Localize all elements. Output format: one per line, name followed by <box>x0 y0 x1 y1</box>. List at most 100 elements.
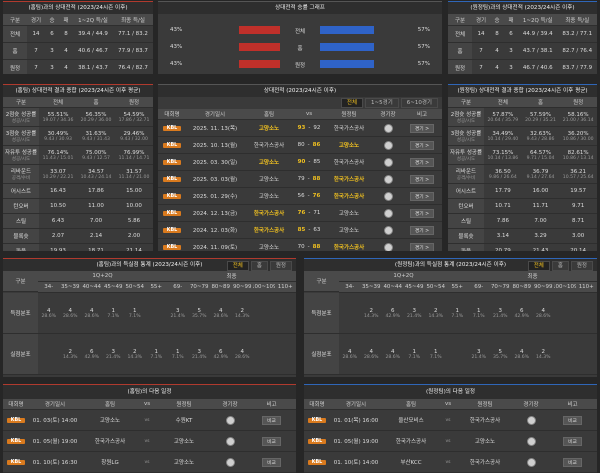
cell-main: 5 <box>498 348 503 355</box>
away-bar <box>320 26 375 34</box>
cell-text: 19.57 <box>570 188 587 194</box>
cell-text: 홈팀 <box>263 112 275 118</box>
detail-button[interactable]: 경기 > <box>409 191 435 201</box>
cell-sub: 14.3% <box>234 313 250 319</box>
table-cell <box>446 334 468 375</box>
note: 경기 > <box>402 154 442 171</box>
tab[interactable]: 전체 <box>226 261 249 271</box>
note: 경기 > <box>402 205 442 222</box>
compare-button[interactable]: 비교 <box>563 436 582 446</box>
table-cell: KBL <box>3 410 29 431</box>
table-cell: 대회명 <box>304 399 330 410</box>
cell-text: 구분 <box>454 17 466 24</box>
table-cell: 구분 <box>3 14 27 26</box>
table-cell: 2.00 <box>115 229 153 244</box>
away-score: 85 <box>313 159 321 165</box>
table-cell: 7.00 <box>521 214 560 229</box>
table-cell: 3 21.4% <box>403 293 425 334</box>
cell-text: 7 <box>479 65 483 71</box>
compare-button[interactable]: 비교 <box>563 415 582 425</box>
tab[interactable]: 6~10경기 <box>400 98 438 108</box>
detail-button[interactable]: 경기 > <box>409 157 435 167</box>
cell-text: 대회명 <box>8 402 24 408</box>
tab[interactable]: 1~5경기 <box>365 98 399 108</box>
table-cell: 턴오버 <box>3 199 39 214</box>
table-cell: 6 42.9% <box>382 293 404 334</box>
table-cell: 32.63% 9.43 / 28.86 <box>521 127 560 146</box>
tab[interactable]: 전체 <box>527 261 550 271</box>
table-cell: 원정팀 <box>456 399 514 410</box>
cell-sub: 7.1% <box>472 313 485 319</box>
cell-text: 최종 득/실 <box>121 17 145 24</box>
table-cell: 1Q+2Q <box>38 271 167 282</box>
away-score: 71 <box>313 210 321 216</box>
cell-sub: 9.43 / 12.57 <box>82 155 110 161</box>
table-cell: 패 <box>59 14 73 26</box>
cell-main: 30.49% <box>47 130 69 137</box>
cell-text: 구분 <box>15 279 26 285</box>
cell-text: 80~89 <box>512 284 532 290</box>
table-cell: 46.7 / 40.6 <box>518 60 558 74</box>
cell-text: 홈 <box>12 49 18 55</box>
compare-button[interactable]: 비교 <box>262 457 281 467</box>
cell-sub: 9.14 / 27.64 <box>526 174 555 180</box>
cell-sub: 성공/시도 <box>11 157 31 162</box>
cell-sub: 14.3% <box>363 313 379 319</box>
cell-main: 34.49% <box>492 130 514 137</box>
venue <box>514 410 548 431</box>
detail-button[interactable]: 경기 > <box>409 140 435 150</box>
compare-button[interactable]: 비교 <box>262 436 281 446</box>
table-cell: 35~39 <box>360 282 382 293</box>
home-score: 80 <box>297 142 305 148</box>
cell-text: 구분 <box>316 279 327 285</box>
detail-button[interactable]: 경기 > <box>409 242 435 251</box>
table-cell: 5 35.7% <box>188 293 210 334</box>
cell-text: 77.9 / 83.7 <box>118 48 148 54</box>
table-cell: 경기일시 <box>330 399 382 410</box>
table-cell: 원정 <box>3 60 27 74</box>
table-cell: 70~79 <box>489 282 511 293</box>
tab[interactable]: 홈 <box>250 261 268 271</box>
cell-text: 고양소노 <box>338 228 360 234</box>
away-bar <box>320 60 375 68</box>
tab[interactable]: 원정 <box>269 261 292 271</box>
cell-main: 4 <box>391 348 395 355</box>
tab[interactable]: 전체 <box>340 98 364 108</box>
detail-button[interactable]: 경기 > <box>409 208 435 218</box>
cell-text: 3 <box>509 48 513 54</box>
cell-text: 8 <box>64 31 68 37</box>
home-score: 93 <box>297 125 306 131</box>
cell-sub: 20.29 / 36.00 <box>80 117 112 123</box>
table-cell: 원정팀 <box>324 109 374 120</box>
tab[interactable]: 홈 <box>551 261 569 271</box>
table-cell: KBL <box>3 452 29 473</box>
cell-sub: 7.1% <box>451 313 464 319</box>
detail-button[interactable]: 경기 > <box>409 225 435 235</box>
cell-text: 43.7 / 38.1 <box>522 48 553 54</box>
cell-sub: 42.9% <box>514 313 530 319</box>
table-cell: 16.00 <box>521 184 560 199</box>
compare-button[interactable]: 비교 <box>262 415 281 425</box>
table-cell: 홈팀 <box>244 109 294 120</box>
detail-button[interactable]: 경기 > <box>409 123 435 133</box>
panel-title: 상대전적 승률 그래프 <box>158 2 442 14</box>
cell-sub: 10.86 / 13.14 <box>562 155 594 161</box>
cell-text: 한국가스공사 <box>333 160 365 166</box>
cell-sub: 9.86 / 26.64 <box>488 174 517 180</box>
league-badge: KBL <box>162 210 182 216</box>
cell-sub: 21.4% <box>406 313 422 319</box>
table-cell: 11.00 <box>77 199 115 214</box>
table-cell: 4 28.6% <box>532 293 554 334</box>
compare-button[interactable]: 비교 <box>563 457 582 467</box>
cell-sub: 28.6% <box>84 313 100 319</box>
cell-sub: 10.57 / 25.64 <box>562 174 594 180</box>
table-cell: 고양소노 <box>155 431 213 452</box>
cell-text: 경기일시 <box>204 112 226 118</box>
table-cell: 2 14.3% <box>425 293 447 334</box>
table-cell: 경기장 <box>213 399 247 410</box>
cell-text: 8.71 <box>572 218 585 224</box>
detail-button[interactable]: 경기 > <box>409 174 435 184</box>
table-cell: 83.2 / 77.1 <box>557 26 597 43</box>
tab[interactable]: 원정 <box>570 261 593 271</box>
table-cell: 실점분포 <box>3 334 38 375</box>
